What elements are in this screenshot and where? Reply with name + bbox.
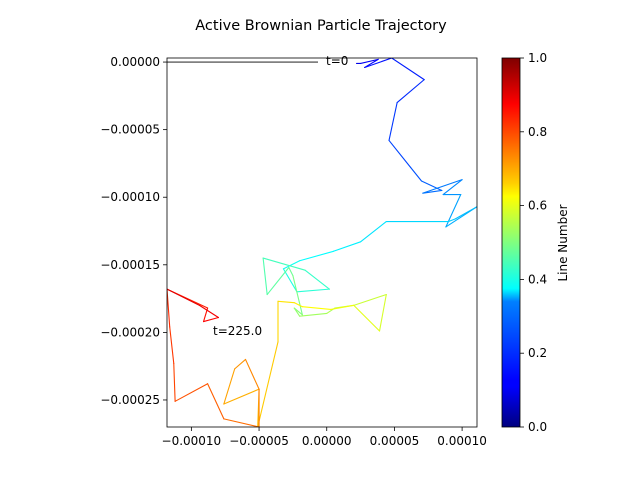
x-tick-label: 0.00010	[437, 434, 487, 448]
trajectory-segment	[293, 307, 301, 317]
trajectory-segment	[388, 139, 412, 169]
y-tick-label: 0.00000	[110, 55, 160, 69]
trajectory-segment	[167, 288, 201, 306]
trajectory-segment	[174, 383, 209, 402]
colorbar-frame	[501, 57, 521, 428]
trajectory-segment	[301, 306, 332, 310]
x-tick-label: −0.00010	[162, 434, 222, 448]
colorbar-tick-label: 0.8	[528, 125, 547, 139]
colorbar: 0.0 0.2 0.4 0.6 0.8 1.0 Line Number	[501, 51, 570, 434]
trajectory-segment	[173, 362, 176, 402]
trajectory-segment	[454, 206, 477, 220]
colorbar-gradient	[502, 58, 520, 427]
trajectory-segment	[288, 266, 294, 277]
trajectory-segment	[420, 180, 443, 192]
trajectory-segment	[223, 388, 260, 405]
x-tick-label: 0.00005	[370, 434, 420, 448]
colorbar-tick-label: 0.4	[528, 272, 547, 286]
trajectory-segment	[296, 288, 331, 293]
y-axis: 0.00000 −0.00005 −0.00010 −0.00015 −0.00020 −…	[100, 55, 167, 407]
trajectory-segment	[277, 300, 295, 304]
trajectory-segment	[234, 358, 247, 370]
trajectory-segment	[282, 268, 298, 293]
trajectory-segment	[299, 250, 335, 262]
annotations: t=0 t=225.0	[167, 53, 355, 338]
annotation-start: t=0	[326, 54, 348, 68]
trajectory-segment	[360, 58, 379, 64]
colorbar-tick-label: 1.0	[528, 51, 547, 65]
colorbar-tick-label: 0.2	[528, 346, 547, 360]
colorbar-tick-label: 0.0	[528, 420, 547, 434]
trajectory-segment	[448, 218, 456, 223]
x-tick-label: −0.00005	[229, 434, 289, 448]
trajectory-segment	[223, 368, 236, 405]
trajectory-segment	[299, 312, 328, 317]
chart-title: Active Brownian Particle Trajectory	[195, 18, 447, 34]
x-axis: −0.00010 −0.00005 0.00000 0.00005 0.00010	[162, 427, 487, 448]
y-tick-label: −0.00020	[100, 325, 160, 339]
trajectory-segment	[223, 418, 260, 427]
trajectory-segment	[332, 241, 362, 252]
trajectory-segment	[282, 260, 301, 270]
trajectory-segment	[207, 383, 225, 420]
trajectory-segment	[167, 288, 171, 328]
annotation-background	[319, 53, 355, 70]
trajectory-segment	[391, 58, 425, 81]
trajectory-segment	[353, 293, 387, 306]
trajectory-segment	[292, 275, 303, 316]
trajectory-segment	[169, 326, 175, 365]
trajectory-segment	[304, 269, 331, 290]
trajectory-segment	[293, 302, 303, 308]
trajectory-segment	[360, 221, 387, 243]
y-tick-label: −0.00010	[100, 190, 160, 204]
y-tick-label: −0.00005	[100, 123, 160, 137]
trajectory-line	[167, 58, 477, 427]
trajectory-segment	[203, 316, 219, 323]
annotation-end: t=225.0	[213, 324, 262, 338]
x-tick-label: 0.00000	[302, 434, 352, 448]
trajectory-segment	[262, 257, 268, 296]
trajectory-segment	[330, 304, 355, 310]
plot-area: t=0t=225.0 −0.00010 −0.00005 0.00000 0.0000…	[100, 53, 487, 448]
colorbar-ticks: 0.0 0.2 0.4 0.6 0.8 1.0	[520, 51, 547, 434]
trajectory-segment	[378, 293, 387, 332]
trajectory-segment	[266, 266, 290, 296]
colorbar-label: Line Number	[556, 204, 570, 281]
trajectory-segment	[442, 179, 463, 196]
trajectory-segment	[422, 179, 463, 194]
trajectory-segment	[388, 102, 398, 141]
y-tick-label: −0.00025	[100, 393, 160, 407]
colorbar-tick-label: 0.6	[528, 199, 547, 213]
trajectory-segment	[257, 341, 279, 427]
trajectory-segment	[364, 58, 393, 69]
trajectory-segment	[422, 189, 443, 194]
trajectory-segment	[353, 304, 381, 332]
trajectory-segment	[198, 304, 219, 319]
plot-frame	[166, 57, 478, 428]
trajectory-segment	[244, 358, 260, 390]
trajectory-segment	[262, 257, 306, 271]
trajectory-segment	[396, 79, 425, 104]
trajectory-segment	[410, 166, 423, 182]
y-tick-label: −0.00015	[100, 258, 160, 272]
